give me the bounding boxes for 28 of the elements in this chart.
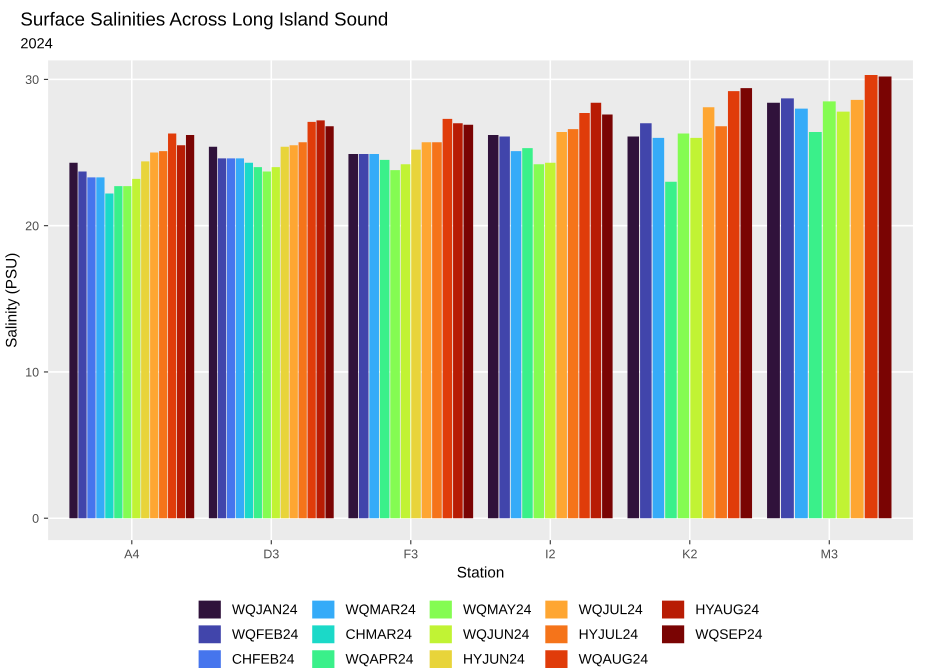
x-axis-title: Station	[457, 566, 504, 578]
y-tick-label: 0	[32, 514, 39, 523]
legend-label: WQMAR24	[346, 604, 416, 617]
legend-label: HYJUL24	[580, 629, 638, 640]
x-tick-label: A4	[124, 550, 140, 558]
legend-label: WQAPR24	[346, 654, 414, 666]
legend-label: HYAUG24	[696, 604, 759, 614]
legend-label: WQMAY24	[463, 604, 532, 617]
chart-title: Surface Salinities Across Long Island Sound	[21, 12, 388, 30]
legend-label: CHFEB24	[232, 654, 294, 664]
x-tick-label: D3	[264, 550, 279, 558]
x-tick-label: F3	[404, 550, 418, 558]
y-tick-label: 20	[26, 221, 39, 230]
legend-label: WQFEB24	[232, 629, 298, 642]
legend-label: WQAUG24	[578, 654, 648, 666]
legend-label: WQJAN24	[232, 604, 298, 617]
chart-subtitle: 2024	[21, 38, 52, 48]
legend-label: WQSEP24	[695, 629, 762, 642]
legend-label: HYJUN24	[464, 654, 524, 664]
legend-label: WQJUL24	[578, 604, 642, 617]
x-tick-label: K2	[683, 550, 697, 558]
legend-label: WQJUN24	[463, 629, 529, 642]
y-axis-title: Salinity (PSU)	[5, 254, 20, 348]
y-tick-label: 10	[26, 368, 39, 377]
x-tick-label: M3	[822, 550, 838, 558]
x-tick-label: I2	[546, 550, 555, 558]
legend-label: CHMAR24	[346, 629, 412, 640]
y-tick-label: 30	[26, 75, 39, 84]
